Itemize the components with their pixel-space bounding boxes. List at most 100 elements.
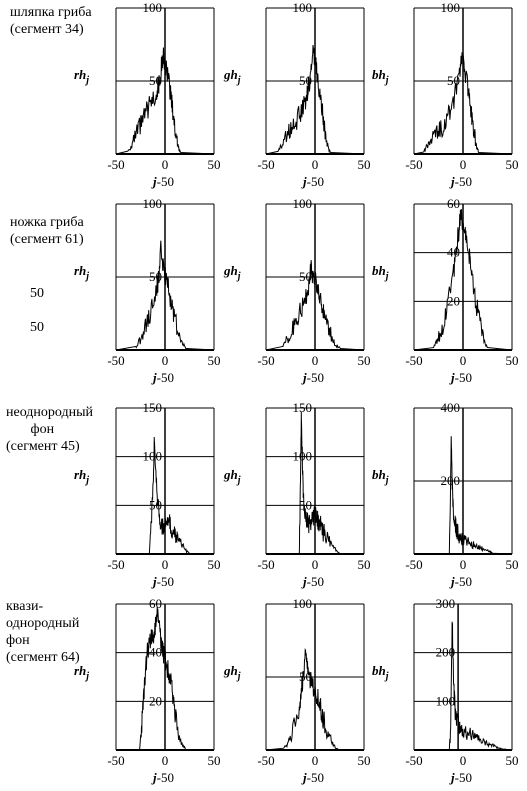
y-tick-label: 100: [441, 0, 461, 15]
series-line: [115, 47, 215, 155]
x-tick-label: 50: [208, 157, 221, 172]
x-tick-label: 0: [162, 753, 169, 768]
y-tick-label: 50: [447, 73, 460, 88]
x-tick-label: 50: [208, 353, 221, 368]
x-tick-label: -50: [107, 353, 124, 368]
x-axis-label: j-50: [301, 574, 324, 589]
x-tick-label: 0: [162, 157, 169, 172]
x-tick-label: 0: [162, 557, 169, 572]
y-tick-label: 40: [447, 245, 460, 260]
x-tick-label: -50: [107, 557, 124, 572]
y-tick-label: 50: [299, 497, 312, 512]
row-label-cap: шляпка гриба (сегмент 34): [10, 5, 92, 37]
x-tick-label: 50: [506, 353, 519, 368]
x-tick-label: 0: [460, 157, 467, 172]
x-axis-label: j-50: [151, 174, 174, 189]
chart-5: 20 40 60 -50 0 50 bhj j-50: [372, 196, 519, 385]
series-line: [265, 44, 365, 155]
series-line: [413, 51, 513, 155]
chart-1: 50 100 -50 0 50 ghj j-50: [223, 0, 371, 189]
y-axis-label: ghj: [223, 663, 241, 682]
y-axis-label: ghj: [223, 263, 241, 282]
y-tick-label: 50: [149, 497, 162, 512]
x-tick-label: 50: [358, 353, 371, 368]
x-tick-label: -50: [257, 353, 274, 368]
x-axis-label: j-50: [301, 174, 324, 189]
stray-label-1: 50: [30, 286, 44, 301]
y-tick-label: 100: [293, 0, 313, 15]
series-line: [414, 621, 512, 751]
y-axis-label: rhj: [74, 67, 89, 86]
x-tick-label: 50: [506, 557, 519, 572]
x-tick-label: 50: [358, 557, 371, 572]
x-tick-label: -50: [257, 753, 274, 768]
y-tick-label: 200: [436, 645, 456, 660]
y-axis-label: bhj: [372, 263, 389, 282]
y-tick-label: 100: [293, 449, 313, 464]
x-tick-label: 0: [460, 753, 467, 768]
series-line: [116, 436, 214, 555]
x-tick-label: -50: [405, 557, 422, 572]
stray-label-2: 50: [30, 320, 44, 335]
y-tick-label: 50: [299, 73, 312, 88]
x-axis-label: j-50: [449, 574, 472, 589]
row-label-stem: ножка гриба (сегмент 61): [10, 215, 84, 247]
y-tick-label: 100: [293, 196, 313, 211]
y-axis-label: bhj: [372, 67, 389, 86]
chart-11: 100 200 300 -50 0 50 bhj j-50: [372, 596, 519, 785]
series-line: [116, 606, 214, 751]
y-tick-label: 40: [149, 645, 162, 660]
chart-8: 200 400 -50 0 50 bhj j-50: [372, 400, 519, 589]
x-tick-label: 50: [506, 157, 519, 172]
y-axis-label: ghj: [223, 467, 241, 486]
y-tick-label: 50: [149, 269, 162, 284]
series-line: [115, 240, 215, 351]
y-axis-label: rhj: [74, 263, 89, 282]
series-line: [414, 436, 513, 555]
series-line: [265, 648, 364, 751]
x-tick-label: -50: [405, 353, 422, 368]
y-tick-label: 100: [143, 449, 163, 464]
chart-3: 50 100 -50 0 50 rhj j-50: [74, 196, 221, 385]
x-tick-label: 0: [312, 157, 319, 172]
x-axis-label: j-50: [449, 174, 472, 189]
x-tick-label: 50: [506, 753, 519, 768]
chart-6: 50 100 150 -50 0 50 rhj j-50: [74, 400, 221, 589]
x-tick-label: 50: [358, 157, 371, 172]
x-tick-label: 0: [312, 353, 319, 368]
chart-9: 20 40 60 -50 0 50 rhj j-50: [74, 596, 221, 785]
x-tick-label: 0: [460, 353, 467, 368]
x-tick-label: 0: [162, 353, 169, 368]
x-axis-label: j-50: [151, 574, 174, 589]
y-tick-label: 100: [293, 596, 313, 611]
series-line: [413, 209, 513, 351]
y-tick-label: 200: [441, 473, 461, 488]
x-tick-label: -50: [107, 157, 124, 172]
chart-0: 50 100 -50 0 50 rhj j-50: [74, 0, 221, 189]
y-tick-label: 20: [149, 693, 162, 708]
x-tick-label: 0: [460, 557, 467, 572]
y-tick-label: 50: [299, 669, 312, 684]
y-tick-label: 400: [441, 400, 461, 415]
series-line: [265, 260, 365, 351]
chart-2: 50 100 -50 0 50 bhj j-50: [372, 0, 519, 189]
x-tick-label: 0: [312, 753, 319, 768]
y-tick-label: 100: [143, 196, 163, 211]
x-tick-label: -50: [405, 753, 422, 768]
y-axis-label: bhj: [372, 663, 389, 682]
y-tick-label: 150: [293, 400, 313, 415]
x-axis-label: j-50: [301, 370, 324, 385]
x-tick-label: 50: [208, 557, 221, 572]
x-tick-label: -50: [107, 753, 124, 768]
x-tick-label: -50: [257, 557, 274, 572]
y-tick-label: 100: [143, 0, 163, 15]
x-axis-label: j-50: [449, 370, 472, 385]
y-tick-label: 50: [299, 269, 312, 284]
series-line: [266, 411, 364, 555]
x-tick-label: 50: [358, 753, 371, 768]
x-axis-label: j-50: [449, 770, 472, 785]
y-tick-label: 60: [149, 596, 162, 611]
x-tick-label: 50: [208, 753, 221, 768]
y-tick-label: 50: [149, 73, 162, 88]
